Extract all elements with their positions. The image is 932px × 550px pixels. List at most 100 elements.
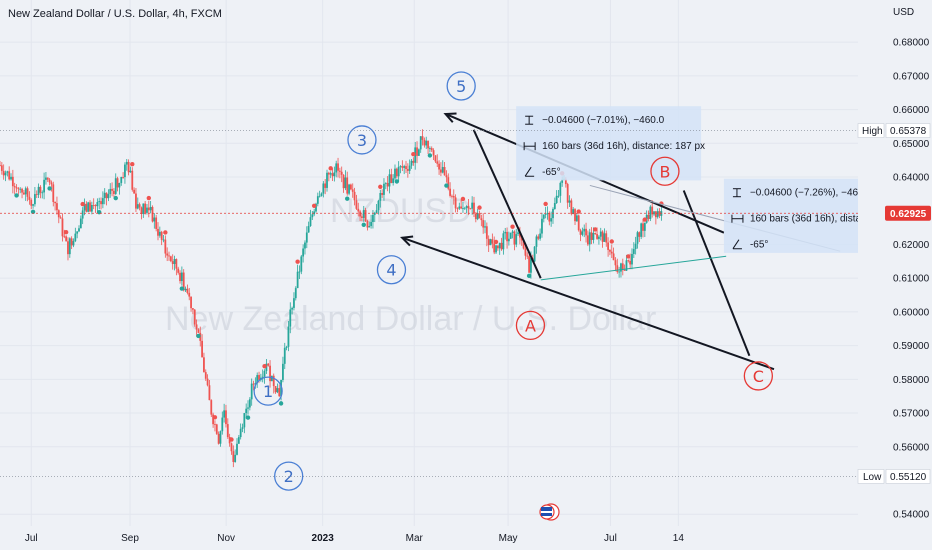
candle bbox=[201, 334, 203, 358]
candle bbox=[76, 231, 79, 239]
signal-dot bbox=[278, 401, 284, 406]
candle bbox=[496, 245, 499, 251]
candle bbox=[586, 230, 589, 247]
signal-dot bbox=[361, 222, 366, 227]
candle bbox=[541, 212, 543, 238]
candle bbox=[539, 228, 542, 241]
candle bbox=[230, 442, 233, 455]
candle bbox=[612, 247, 615, 261]
candle bbox=[471, 196, 474, 215]
signal-dot bbox=[593, 227, 598, 232]
time-tick-label: Nov bbox=[217, 533, 235, 544]
measure-text: −0.04600 (−7.26%), −460.0 bbox=[750, 188, 872, 199]
wave-label-text: C bbox=[753, 367, 764, 386]
candle bbox=[232, 445, 235, 468]
signal-dot bbox=[295, 259, 300, 264]
candle bbox=[101, 191, 104, 209]
candle bbox=[634, 236, 637, 255]
trend-line[interactable] bbox=[472, 129, 542, 279]
signal-dot bbox=[97, 210, 102, 215]
measure-box[interactable]: −0.04600 (−7.01%), −460.0 160 bars (36d 1… bbox=[516, 106, 705, 181]
candle bbox=[607, 237, 609, 257]
candle bbox=[397, 161, 400, 182]
signal-dot bbox=[444, 183, 449, 188]
candle bbox=[92, 198, 95, 210]
candle bbox=[304, 240, 306, 255]
time-axis[interactable]: Jul Sep Nov 2023 Mar May Jul 14 bbox=[25, 533, 684, 544]
candle bbox=[423, 137, 426, 148]
candle bbox=[528, 253, 530, 273]
candle bbox=[11, 169, 14, 194]
candle bbox=[118, 182, 121, 195]
price-tick-label: 0.56000 bbox=[893, 442, 930, 453]
candle bbox=[214, 420, 216, 432]
candle bbox=[553, 197, 556, 210]
candle bbox=[333, 166, 336, 182]
low-label: Low bbox=[863, 472, 882, 483]
measure-text: −0.04600 (−7.01%), −460.0 bbox=[542, 115, 664, 126]
time-tick-label: Mar bbox=[406, 533, 424, 544]
candle bbox=[452, 189, 455, 205]
trend-line[interactable] bbox=[682, 190, 751, 357]
candle bbox=[445, 170, 448, 183]
chart-title: New Zealand Dollar / U.S. Dollar, 4h, FX… bbox=[8, 8, 222, 20]
candle bbox=[403, 164, 406, 175]
price-tick-label: 0.60000 bbox=[893, 307, 930, 318]
wave-label-4[interactable]: 4 bbox=[376, 255, 407, 285]
candle bbox=[169, 255, 172, 263]
thin-trend-line[interactable] bbox=[540, 255, 727, 281]
candle bbox=[636, 230, 639, 249]
candle bbox=[428, 146, 431, 153]
candle bbox=[87, 201, 90, 213]
angle-icon bbox=[732, 239, 742, 250]
signal-dot bbox=[245, 415, 251, 420]
candle bbox=[340, 166, 343, 183]
wave-label-A[interactable]: A bbox=[515, 310, 546, 341]
candle bbox=[195, 319, 198, 337]
candle bbox=[509, 232, 512, 239]
candle bbox=[458, 202, 461, 210]
wave-label-1[interactable]: 1 bbox=[253, 376, 283, 406]
candle bbox=[344, 170, 347, 191]
candle bbox=[353, 187, 356, 206]
candle bbox=[434, 155, 437, 163]
signal-dot bbox=[576, 209, 581, 214]
candle bbox=[45, 172, 47, 185]
price-axis[interactable]: 0.68000 0.67000 0.66000 0.65000 0.64000 0.620… bbox=[858, 0, 932, 550]
wave-label-B[interactable]: B bbox=[650, 156, 680, 186]
candle bbox=[177, 266, 180, 275]
wave-label-5[interactable]: 5 bbox=[446, 71, 476, 101]
candle bbox=[362, 205, 365, 222]
candle bbox=[395, 167, 398, 179]
candle bbox=[318, 190, 321, 198]
candle bbox=[484, 220, 486, 234]
candle bbox=[585, 222, 587, 243]
flag-icon[interactable] bbox=[539, 503, 560, 521]
wave-label-3[interactable]: 3 bbox=[347, 125, 377, 155]
candle bbox=[94, 204, 97, 213]
candle bbox=[219, 430, 222, 447]
candle bbox=[456, 207, 459, 213]
candle bbox=[236, 438, 238, 456]
candle bbox=[594, 232, 597, 235]
candle bbox=[142, 203, 145, 218]
candle bbox=[32, 203, 34, 209]
signal-dot bbox=[130, 161, 135, 167]
candle bbox=[239, 423, 242, 440]
candle bbox=[269, 360, 271, 388]
candle bbox=[179, 270, 181, 284]
candle bbox=[149, 201, 152, 214]
candle bbox=[616, 258, 619, 274]
signal-dot bbox=[328, 166, 333, 171]
trend-line[interactable] bbox=[401, 236, 775, 371]
candle bbox=[147, 201, 150, 218]
candle bbox=[462, 201, 464, 213]
candle bbox=[120, 176, 123, 186]
candle bbox=[48, 178, 51, 186]
candle bbox=[247, 400, 249, 415]
candle bbox=[384, 182, 387, 190]
wave-label-C[interactable]: C bbox=[743, 361, 773, 391]
candle bbox=[346, 171, 349, 196]
candle bbox=[506, 227, 508, 249]
